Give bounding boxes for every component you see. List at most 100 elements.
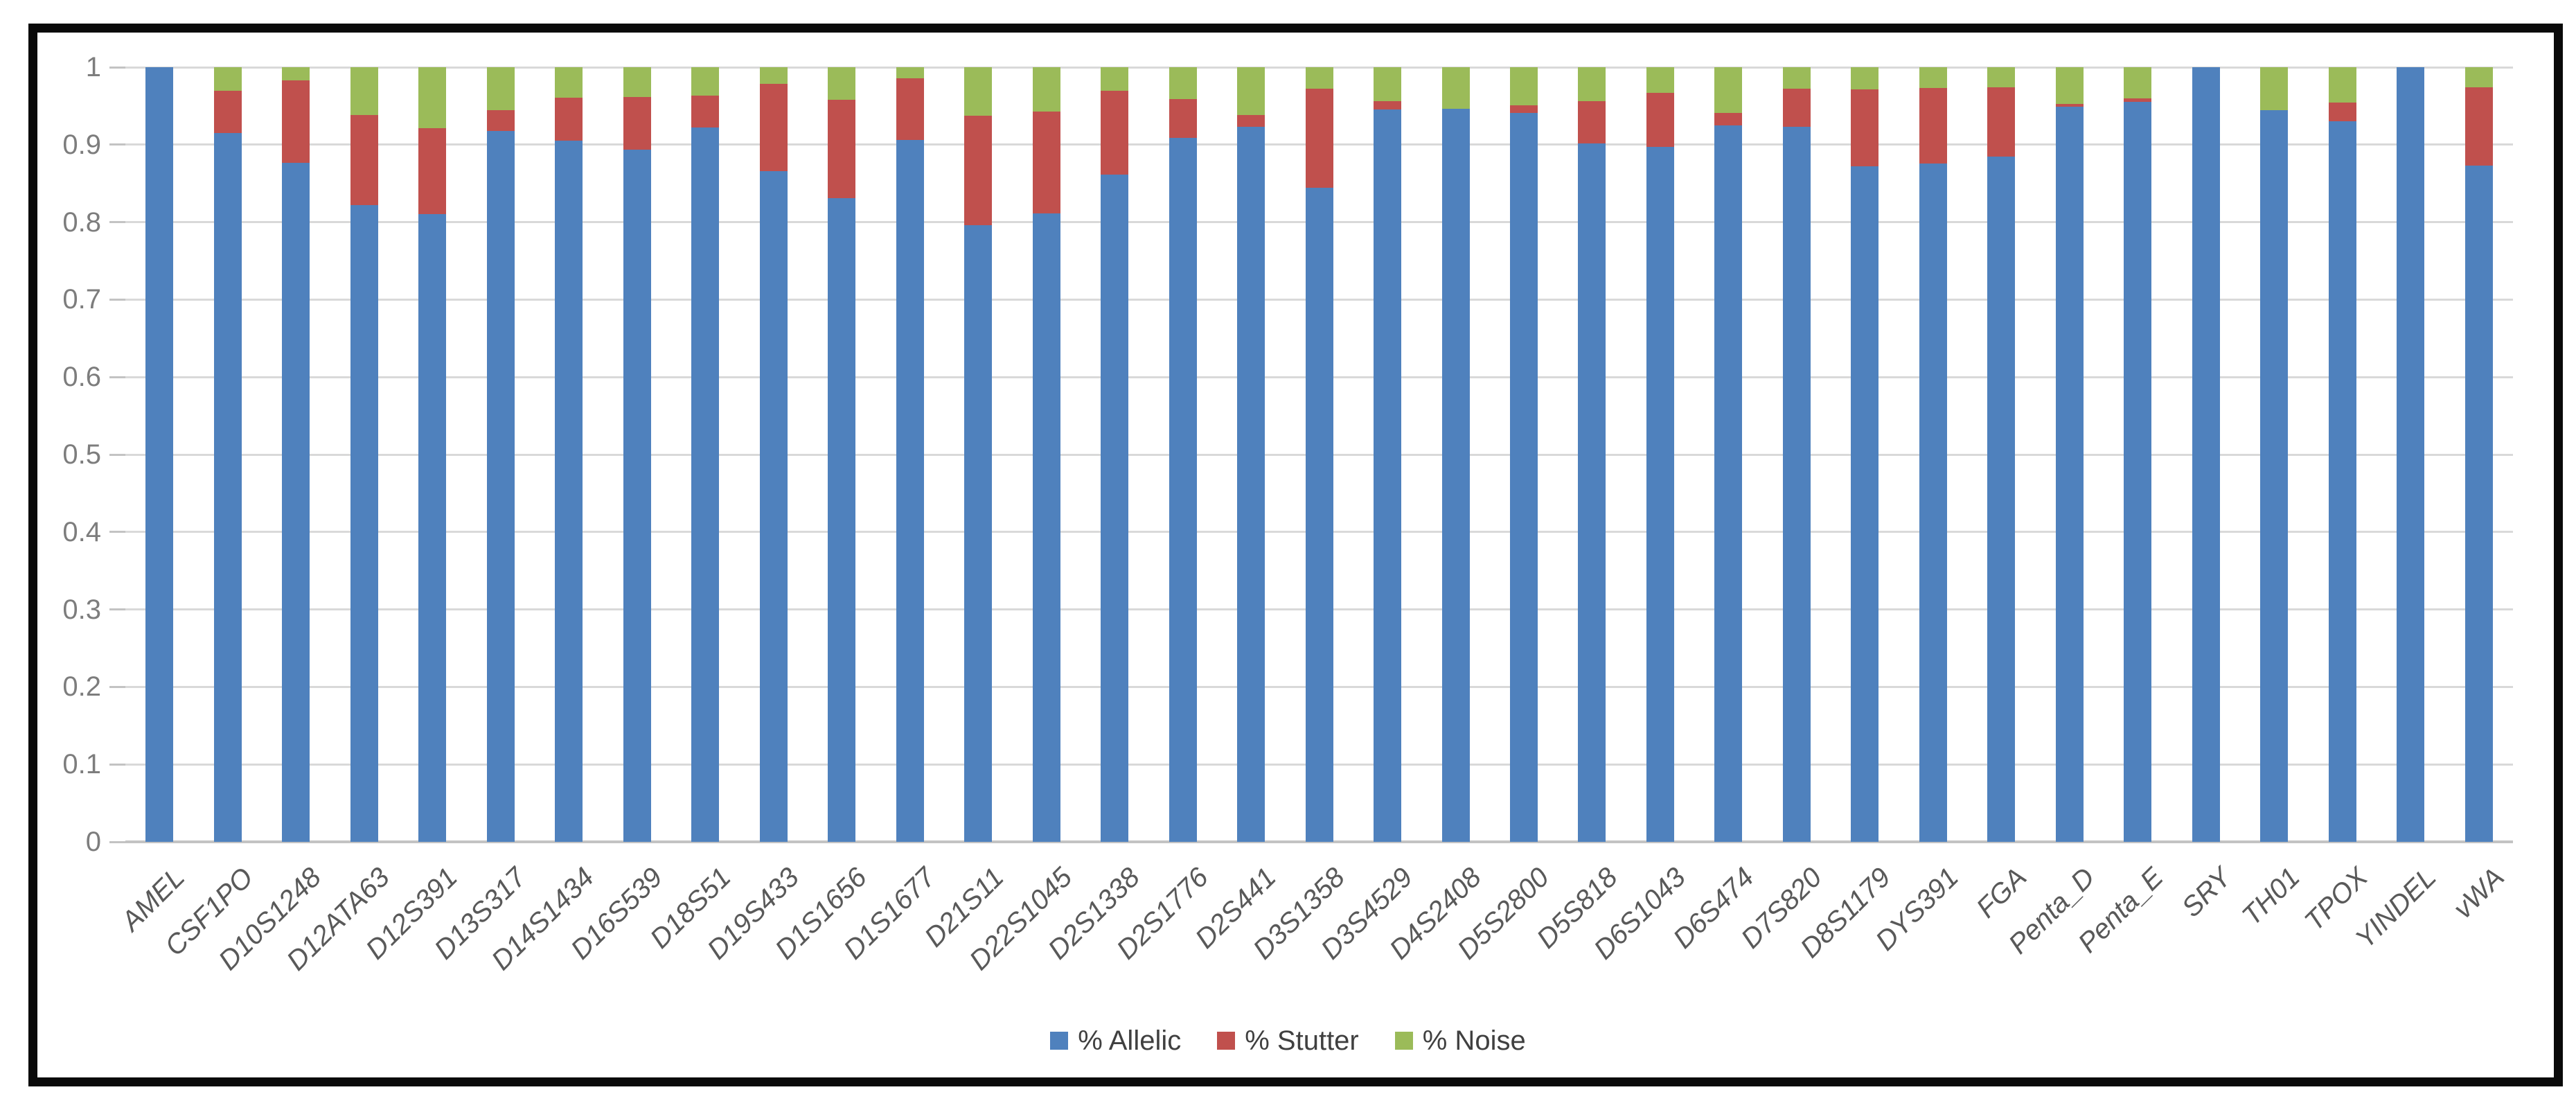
bar-segment-stutter xyxy=(1578,101,1606,143)
bar-segment-stutter xyxy=(1510,105,1538,113)
bar-segment-noise xyxy=(691,67,720,96)
bar-vWA xyxy=(2464,67,2493,842)
bar-D13S317 xyxy=(486,67,515,842)
y-axis-label: 0.7 xyxy=(62,284,101,315)
bar-segment-allelic xyxy=(145,67,174,842)
bar-D2S1776 xyxy=(1169,67,1197,842)
bar-D6S474 xyxy=(1714,67,1743,842)
bar-segment-stutter xyxy=(1646,92,1674,148)
legend-item: % Stutter xyxy=(1217,1024,1359,1057)
y-axis-label: 0.4 xyxy=(62,516,101,547)
bar-segment-noise xyxy=(1919,67,1947,89)
bar-segment-stutter xyxy=(350,115,378,205)
bar-segment-allelic xyxy=(213,133,242,842)
bar-segment-allelic xyxy=(2055,107,2084,842)
bar-D18S51 xyxy=(691,67,720,842)
x-axis-line xyxy=(125,840,2513,843)
bar-TPOX xyxy=(2328,67,2356,842)
legend-item: % Noise xyxy=(1394,1024,1526,1057)
bar-segment-allelic xyxy=(1714,125,1743,842)
bar-segment-stutter xyxy=(896,78,924,141)
bar-segment-allelic xyxy=(350,204,378,842)
bar-Penta_D xyxy=(2055,67,2084,842)
y-axis-tick xyxy=(109,840,125,843)
y-axis-label: 0 xyxy=(85,827,101,857)
y-axis-tick xyxy=(109,221,125,224)
bar-segment-noise xyxy=(1782,67,1811,89)
bar-segment-allelic xyxy=(1237,127,1265,842)
y-axis-tick xyxy=(109,376,125,378)
bar-segment-allelic xyxy=(1441,109,1470,842)
bar-segment-stutter xyxy=(1374,101,1401,110)
bar-segment-allelic xyxy=(555,141,583,842)
bar-segment-stutter xyxy=(964,116,993,225)
bar-segment-noise xyxy=(896,67,924,78)
bar-segment-allelic xyxy=(486,130,515,842)
bar-segment-noise xyxy=(2055,67,2084,104)
bar-AMEL xyxy=(145,67,174,842)
bar-segment-noise xyxy=(1169,67,1197,99)
bar-segment-noise xyxy=(2328,67,2356,103)
bar-segment-stutter xyxy=(759,83,788,171)
bar-D16S539 xyxy=(623,67,651,842)
y-axis-label: 0.3 xyxy=(62,594,101,625)
bar-D22S1045 xyxy=(1032,67,1060,842)
bar-D4S2408 xyxy=(1441,67,1470,842)
bar-segment-allelic xyxy=(759,170,788,842)
bar-segment-noise xyxy=(828,67,856,100)
y-axis-label: 0.2 xyxy=(62,671,101,703)
bar-segment-stutter xyxy=(213,90,242,133)
bar-segment-allelic xyxy=(1101,175,1128,842)
bar-segment-noise xyxy=(759,67,788,84)
bar-segment-stutter xyxy=(486,109,515,131)
bar-segment-noise xyxy=(2124,67,2152,98)
x-axis-label: FGA xyxy=(1971,862,2033,924)
bar-segment-allelic xyxy=(2260,109,2289,842)
bar-segment-stutter xyxy=(1169,98,1197,138)
bar-segment-stutter xyxy=(623,96,651,150)
bar-segment-noise xyxy=(418,67,447,129)
bar-segment-stutter xyxy=(2464,87,2493,166)
bar-segment-noise xyxy=(1851,67,1879,90)
bar-segment-allelic xyxy=(1578,143,1606,842)
legend-swatch-noise xyxy=(1394,1032,1413,1050)
bar-D2S1338 xyxy=(1101,67,1128,842)
bar-segment-stutter xyxy=(1032,111,1060,214)
bar-segment-stutter xyxy=(828,100,856,198)
legend-swatch-allelic xyxy=(1050,1032,1069,1050)
y-axis-tick xyxy=(109,298,125,301)
x-axis-label: SRY xyxy=(2176,862,2237,924)
bar-D10S1248 xyxy=(282,67,310,842)
bar-segment-allelic xyxy=(1374,109,1401,842)
bar-segment-noise xyxy=(1646,67,1674,93)
bar-segment-noise xyxy=(1101,67,1128,91)
bar-segment-noise xyxy=(1987,67,2016,88)
bar-segment-noise xyxy=(964,67,993,116)
y-axis-label: 0.5 xyxy=(62,439,101,470)
bar-segment-noise xyxy=(486,67,515,110)
y-axis-tick xyxy=(109,763,125,766)
bar-segment-noise xyxy=(1374,67,1401,102)
bar-D5S2800 xyxy=(1510,67,1538,842)
legend-label: % Allelic xyxy=(1078,1025,1182,1056)
bar-segment-allelic xyxy=(691,127,720,842)
x-axis-label: TH01 xyxy=(2236,862,2306,932)
bar-YINDEL xyxy=(2397,67,2425,842)
bar-segment-stutter xyxy=(1305,89,1333,188)
bar-D12ATA63 xyxy=(350,67,378,842)
y-axis-tick xyxy=(109,685,125,688)
bar-D3S4529 xyxy=(1374,67,1401,842)
y-axis-tick xyxy=(109,66,125,69)
bar-segment-noise xyxy=(282,67,310,80)
y-axis-label: 1 xyxy=(85,52,101,82)
bar-segment-stutter xyxy=(555,97,583,141)
bar-segment-stutter xyxy=(1782,89,1811,127)
bar-segment-stutter xyxy=(2328,103,2356,122)
bar-D12S391 xyxy=(418,67,447,842)
bar-segment-allelic xyxy=(896,140,924,842)
bar-segment-allelic xyxy=(828,197,856,842)
bar-D8S1179 xyxy=(1851,67,1879,842)
bar-segment-allelic xyxy=(1987,156,2016,842)
legend-label: % Stutter xyxy=(1245,1025,1359,1056)
bar-segment-stutter xyxy=(1714,113,1743,125)
